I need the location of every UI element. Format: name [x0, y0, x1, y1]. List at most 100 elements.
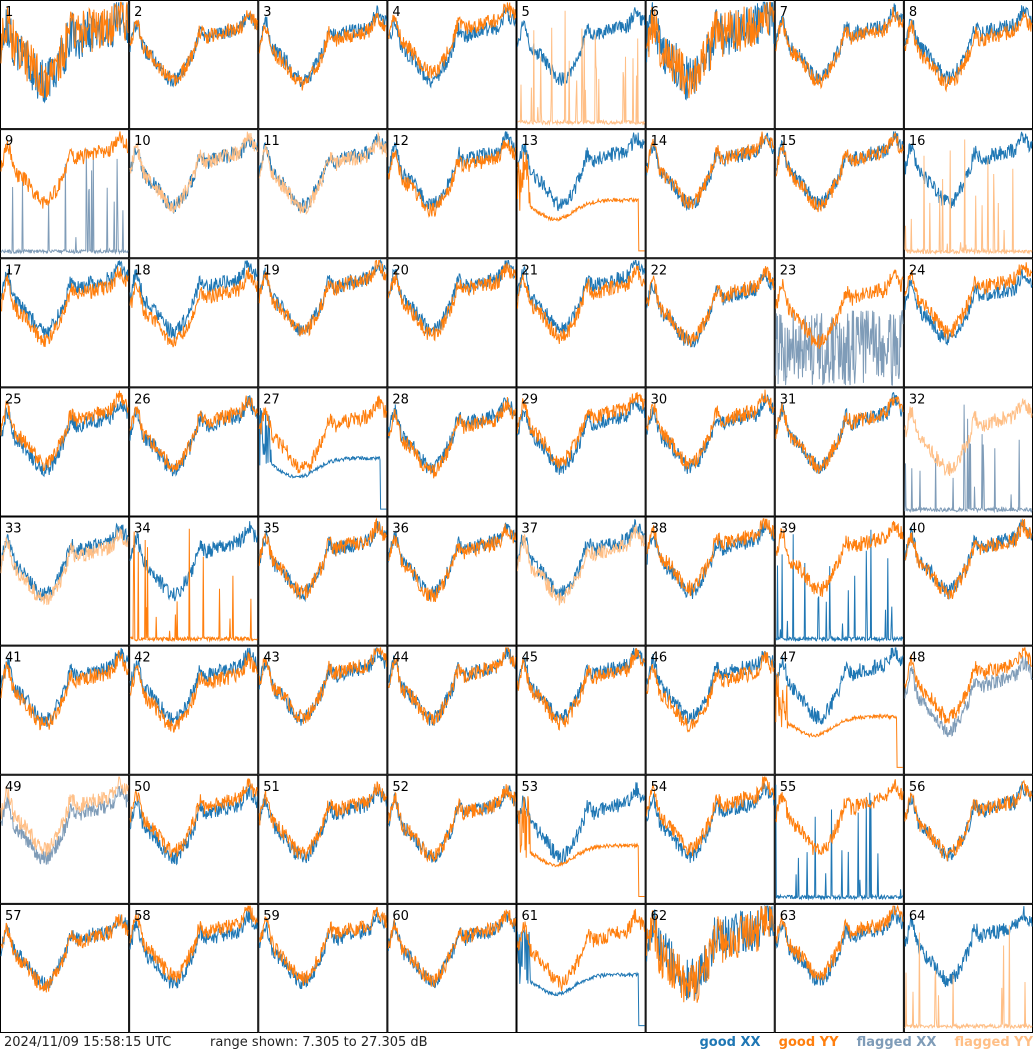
series-yy-32 [904, 398, 1033, 477]
series-yy-29 [517, 392, 646, 469]
panel-label: 27 [263, 392, 280, 407]
series-xx-16 [904, 131, 1033, 209]
panel-label: 61 [522, 909, 539, 924]
series-yy-33 [0, 528, 129, 606]
series-xx-32 [904, 404, 1033, 514]
panel-54: 54 [645, 774, 775, 904]
panel-51: 51 [258, 774, 388, 904]
panel-label: 17 [5, 263, 22, 278]
panel-label: 6 [651, 5, 659, 20]
series-yy-63 [775, 904, 904, 981]
panel-label: 39 [780, 522, 797, 537]
panel-label: 16 [909, 134, 926, 149]
panel-frame [258, 903, 388, 1033]
panel-label: 60 [392, 909, 409, 924]
series-yy-30 [646, 389, 775, 470]
panel-frame [258, 387, 388, 517]
panel-31: 31 [774, 387, 904, 517]
panel-label: 42 [134, 651, 151, 666]
series-xx-54 [646, 781, 775, 863]
series-yy-24 [904, 262, 1033, 340]
series-yy-8 [904, 11, 1033, 93]
series-xx-9 [0, 148, 129, 256]
panel-frame [645, 645, 775, 775]
series-xx-64 [904, 906, 1033, 988]
series-yy-28 [387, 396, 516, 479]
series-yy-49 [0, 776, 129, 857]
panel-label: 18 [134, 263, 151, 278]
series-yy-22 [646, 266, 775, 347]
series-yy-5 [517, 10, 646, 126]
panel-30: 30 [645, 387, 775, 517]
panel-22: 22 [645, 258, 775, 388]
series-yy-59 [259, 906, 387, 986]
panel-56: 56 [903, 774, 1033, 904]
panel-frame [774, 516, 904, 646]
panel-label: 24 [909, 263, 926, 278]
panel-label: 25 [5, 392, 22, 407]
series-yy-19 [258, 259, 387, 337]
panel-frame [516, 516, 646, 646]
series-xx-8 [904, 5, 1033, 84]
panel-label: 33 [5, 522, 22, 537]
panel-15: 15 [774, 129, 904, 259]
series-xx-46 [646, 650, 775, 724]
series-yy-13 [517, 151, 645, 252]
panel-label: 29 [522, 392, 539, 407]
panel-frame [129, 645, 259, 775]
panel-18: 18 [129, 258, 259, 388]
series-yy-11 [258, 131, 387, 215]
panel-27: 27 [258, 387, 388, 517]
panel-frame [0, 903, 130, 1033]
panel-label: 22 [651, 263, 668, 278]
series-yy-21 [517, 265, 646, 345]
legend-good-yy: good YY [778, 1035, 839, 1050]
panel-45: 45 [516, 645, 646, 775]
series-yy-3 [258, 12, 387, 91]
panel-label: 35 [263, 522, 280, 537]
series-xx-5 [517, 7, 646, 86]
panel-label: 32 [909, 392, 926, 407]
series-yy-1 [0, 1, 129, 98]
panel-frame [129, 387, 259, 517]
panel-3: 3 [258, 0, 388, 130]
series-yy-50 [129, 777, 258, 858]
panel-21: 21 [516, 258, 646, 388]
series-xx-47 [775, 647, 904, 725]
panel-label: 56 [909, 780, 926, 795]
series-yy-36 [387, 523, 516, 603]
series-yy-58 [129, 905, 258, 983]
series-xx-21 [517, 259, 646, 335]
series-xx-48 [904, 656, 1033, 738]
panel-44: 44 [387, 645, 517, 775]
series-yy-55 [775, 779, 904, 855]
panel-25: 25 [0, 387, 130, 517]
panel-19: 19 [258, 258, 388, 388]
panel-42: 42 [129, 645, 259, 775]
panel-40: 40 [903, 516, 1033, 646]
range-shown: range shown: 7.305 to 27.305 dB [210, 1035, 428, 1050]
series-yy-16 [904, 139, 1033, 256]
panel-label: 51 [263, 780, 280, 795]
panel-label: 59 [263, 909, 280, 924]
panel-label: 47 [780, 651, 797, 666]
panel-frame [0, 387, 130, 517]
panel-9: 9 [0, 129, 130, 259]
series-yy-18 [129, 267, 258, 348]
panel-36: 36 [387, 516, 517, 646]
series-yy-47 [775, 672, 903, 768]
panel-label: 41 [5, 651, 22, 666]
panel-frame [903, 903, 1033, 1033]
panel-label: 64 [909, 909, 926, 924]
panel-17: 17 [0, 258, 130, 388]
series-xx-25 [0, 401, 129, 478]
series-yy-34 [130, 528, 258, 643]
panel-label: 44 [392, 651, 409, 666]
series-xx-17 [0, 260, 129, 339]
series-xx-4 [387, 6, 516, 89]
timestamp: 2024/11/09 15:58:15 UTC [4, 1035, 172, 1050]
series-yy-39 [775, 520, 904, 597]
series-xx-36 [387, 522, 516, 601]
panel-29: 29 [516, 387, 646, 517]
panel-11: 11 [258, 129, 388, 259]
